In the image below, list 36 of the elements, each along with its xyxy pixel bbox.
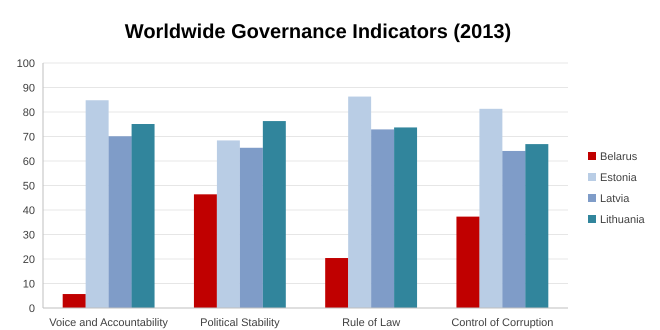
chart-title: Worldwide Governance Indicators (2013) (124, 21, 512, 43)
y-tick-label: 60 (22, 156, 35, 168)
bar (348, 96, 372, 308)
legend-label: Estonia (600, 172, 638, 184)
bar (132, 124, 155, 308)
bar (325, 258, 348, 308)
y-tick-label: 20 (22, 254, 35, 266)
x-tick-label: Rule of Law (342, 317, 400, 329)
bar (240, 148, 263, 308)
legend-label: Lithuania (600, 214, 646, 226)
x-tick-label: Voice and Accountability (49, 317, 168, 329)
bar (525, 144, 548, 308)
legend-label: Belarus (600, 150, 638, 163)
bar (502, 150, 526, 308)
bar (479, 108, 502, 308)
y-tick-label: 40 (22, 204, 35, 217)
bar (262, 121, 286, 308)
y-tick-label: 70 (22, 131, 35, 144)
y-tick-label: 0 (28, 302, 35, 315)
bar (194, 194, 217, 308)
y-tick-label: 100 (16, 58, 35, 70)
bar (62, 294, 86, 308)
bar (108, 136, 132, 308)
bar (394, 127, 418, 308)
bar (216, 140, 240, 308)
bar (456, 216, 480, 308)
y-tick-label: 50 (22, 180, 35, 192)
x-tick-label: Control of Corruption (451, 317, 554, 329)
y-tick-label: 90 (22, 82, 35, 94)
legend-label: Latvia (600, 192, 630, 205)
bar (86, 100, 109, 308)
y-tick-label: 30 (22, 229, 35, 242)
bar (371, 129, 394, 308)
y-tick-label: 80 (22, 106, 35, 119)
x-tick-label: Political Stability (200, 317, 280, 329)
y-tick-label: 10 (22, 278, 35, 290)
